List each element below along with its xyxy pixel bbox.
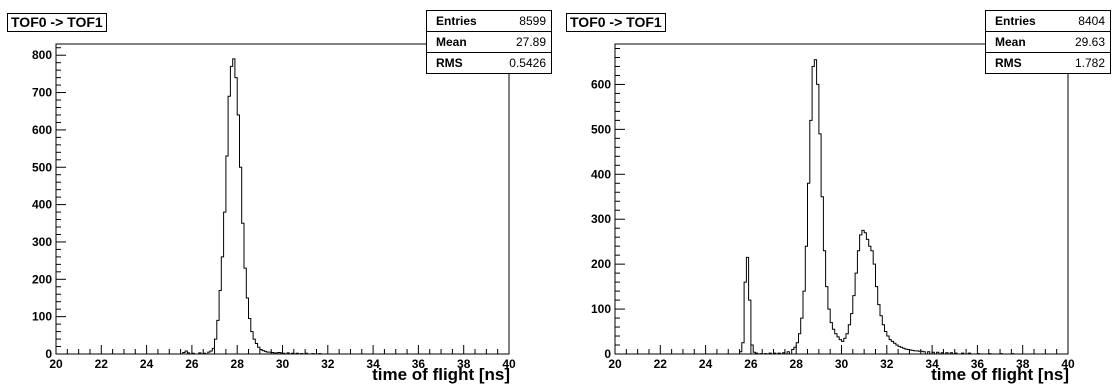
x-tick-label: 40 (1061, 357, 1075, 371)
x-tick-label: 34 (366, 357, 380, 371)
y-tick-label: 400 (591, 167, 611, 181)
axes-group: 20 22 24 26 28 30 32 34 36 38 40010020030040050060… (591, 47, 1075, 371)
x-tick-label: 26 (185, 357, 199, 371)
x-axis-label: time of flight [ns] (931, 365, 1069, 384)
x-tick-label: 32 (321, 357, 335, 371)
y-tick-label: 600 (32, 123, 52, 137)
x-tick-label: 28 (790, 357, 804, 371)
y-tick-label: 100 (591, 302, 611, 316)
x-axis-label: time of flight [ns] (372, 365, 510, 384)
stat-mean: Mean 29.63 (986, 31, 1110, 52)
histogram-line (56, 58, 509, 355)
chart-title: TOF0 -> TOF1 (7, 13, 107, 32)
x-tick-label: 20 (608, 357, 622, 371)
stats-box: Entries 8599 Mean 27.89 RMS 0.5426 (426, 10, 552, 74)
y-tick-label: 0 (604, 347, 611, 361)
y-tick-label: 700 (32, 86, 52, 100)
stats-box: Entries 8404 Mean 29.63 RMS 1.782 (985, 10, 1111, 74)
axes-group: 20 22 24 26 28 30 32 34 36 38 40010020030040050060… (32, 47, 516, 371)
stat-entries: Entries 8404 (986, 11, 1110, 31)
y-tick-label: 200 (32, 272, 52, 286)
stat-label: Entries (995, 14, 1036, 28)
y-tick-label: 300 (591, 212, 611, 226)
histogram-line (615, 59, 1068, 355)
y-tick-label: 600 (591, 77, 611, 91)
stat-value: 1.782 (1074, 56, 1105, 70)
x-tick-label: 20 (49, 357, 63, 371)
x-tick-label: 26 (744, 357, 758, 371)
x-tick-label: 36 (412, 357, 426, 371)
histogram-plot-left: 20 22 24 26 28 30 32 34 36 38 40010020030040050060… (32, 43, 516, 371)
stat-value: 0.5426 (509, 56, 546, 70)
x-tick-label: 30 (835, 357, 849, 371)
x-tick-label: 24 (140, 357, 154, 371)
y-tick-label: 500 (591, 122, 611, 136)
x-tick-label: 34 (925, 357, 939, 371)
x-tick-label: 30 (276, 357, 290, 371)
stat-value: 29.63 (1074, 35, 1105, 49)
y-tick-label: 100 (32, 310, 52, 324)
y-tick-label: 800 (32, 48, 52, 62)
stat-rms: RMS 0.5426 (427, 52, 551, 73)
x-tick-label: 40 (502, 357, 516, 371)
stat-value: 27.89 (515, 35, 546, 49)
y-tick-label: 300 (32, 235, 52, 249)
stat-rms: RMS 1.782 (986, 52, 1110, 73)
stat-label: Mean (995, 35, 1026, 49)
plot-frame (55, 43, 510, 355)
x-tick-label: 32 (880, 357, 894, 371)
histogram-panel-left: 20 22 24 26 28 30 32 34 36 38 40 0 100 200 300 400 500 60… (0, 0, 558, 387)
x-tick-label: 36 (971, 357, 985, 371)
plot-frame (614, 43, 1069, 355)
chart-title: TOF0 -> TOF1 (566, 13, 666, 32)
stat-value: 8599 (519, 14, 546, 28)
x-tick-label: 38 (457, 357, 471, 371)
x-tick-label: 22 (95, 357, 109, 371)
histogram-plot-right: 20 22 24 26 28 30 32 34 36 38 40010020030040050060… (591, 43, 1075, 371)
x-tick-label: 28 (231, 357, 245, 371)
stat-label: Entries (436, 14, 477, 28)
y-tick-label: 500 (32, 160, 52, 174)
stat-mean: Mean 27.89 (427, 31, 551, 52)
x-tick-label: 24 (699, 357, 713, 371)
y-tick-label: 400 (32, 198, 52, 212)
histogram-panel-right: 20 22 24 26 28 30 32 34 36 38 40 0 100 200 300 400 500 60… (559, 0, 1117, 387)
stat-label: RMS (995, 56, 1022, 70)
stat-value: 8404 (1078, 14, 1105, 28)
y-tick-label: 0 (45, 347, 52, 361)
stat-label: Mean (436, 35, 467, 49)
y-tick-label: 200 (591, 257, 611, 271)
x-tick-label: 38 (1016, 357, 1030, 371)
stat-entries: Entries 8599 (427, 11, 551, 31)
stat-label: RMS (436, 56, 463, 70)
x-tick-label: 22 (654, 357, 668, 371)
